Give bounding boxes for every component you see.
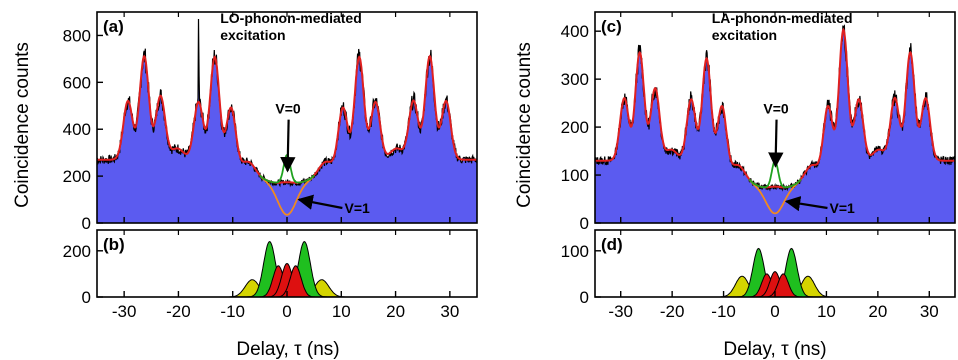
panel-a-ytick-label: 800 <box>63 26 91 45</box>
panel-c-letter: (c) <box>601 17 622 36</box>
panel-b-letter: (b) <box>103 235 125 254</box>
panel-a-v1-arrow <box>297 194 343 210</box>
panel-c-v0-arrow <box>768 119 784 168</box>
panel-c-ytick-label: 0 <box>580 214 589 233</box>
panel-b-ytick-label: 200 <box>63 242 91 261</box>
panel-c-measured-area <box>595 25 955 223</box>
panel-c-ytick-label: 400 <box>561 22 589 41</box>
panel-a-ytick-label: 200 <box>63 167 91 186</box>
panel-a-ytick-label: 0 <box>82 214 91 233</box>
panel-c-ytick-label: 100 <box>561 166 589 185</box>
panel-c-annotation-line: excitation <box>712 27 777 43</box>
panel-b-xtick-label: 20 <box>386 302 405 321</box>
panel-c-v1-arrow <box>784 196 828 212</box>
panel-c-v1-curve <box>748 178 802 215</box>
panel-b-ytick-label: 0 <box>82 288 91 307</box>
panel-d-xtick-label: -30 <box>608 302 633 321</box>
panel-b-xtick-label: -10 <box>220 302 245 321</box>
panel-a-ytick-label: 400 <box>63 120 91 139</box>
panel-d-letter: (d) <box>601 235 623 254</box>
panel-a-annotation-line: excitation <box>220 27 285 43</box>
panel-c-ytick-label: 200 <box>561 118 589 137</box>
panel-b-simulated-peaks: 0 200 -30 -20 -10 0 10 20 30 (b) <box>63 229 478 321</box>
panel-d-xtick-label: 30 <box>920 302 939 321</box>
panel-d-xtick-label: -20 <box>660 302 685 321</box>
panel-a-v1-label: V=1 <box>345 200 371 216</box>
panel-d-xtick-label: 20 <box>868 302 887 321</box>
panel-a-fit-line <box>97 54 477 184</box>
panel-a-measured-area <box>97 19 477 223</box>
panel-d-simulated-peaks: 0 100 -30 -20 -10 0 10 20 30 (d) <box>561 229 956 321</box>
panel-a-v1-curve <box>259 174 315 216</box>
panel-a-ytick-label: 600 <box>63 73 91 92</box>
panel-b-xtick-label: 10 <box>332 302 351 321</box>
panel-d-ytick-label: 100 <box>561 242 589 261</box>
panel-a-annotation-line: LO-phonon-mediated <box>220 10 362 26</box>
panel-c-annotation-line: LA-phonon-mediated <box>712 10 853 26</box>
panel-a-v0-label: V=0 <box>275 100 301 116</box>
x-axis-label-left: Delay, τ (ns) <box>236 339 339 360</box>
panel-a-coincidence-histogram: 0 200 400 600 800 (a) LO-phonon-mediatedexcita… <box>63 10 478 233</box>
panel-d-xtick-label: 10 <box>817 302 836 321</box>
x-axis-label-right: Delay, τ (ns) <box>723 339 826 360</box>
panel-b-xtick-label: 30 <box>440 302 459 321</box>
y-axis-label-right: Coincidence counts <box>514 42 535 208</box>
panel-a-measured-line <box>96 18 478 188</box>
panel-a-letter: (a) <box>103 17 124 36</box>
panel-c-coincidence-histogram: 0 100 200 300 400 (c) LA-phonon-mediatedexcita… <box>561 10 956 233</box>
panel-c-fit-line <box>595 27 955 189</box>
panel-b-xtick-label: 0 <box>282 302 291 321</box>
panel-c-v1-label: V=1 <box>830 200 856 216</box>
panel-d-ytick-label: 0 <box>580 288 589 307</box>
y-axis-label-left: Coincidence counts <box>12 42 33 208</box>
panel-d-xtick-label: 0 <box>770 302 779 321</box>
panel-a-v0-arrow <box>280 119 296 173</box>
panel-b-xtick-label: -20 <box>166 302 191 321</box>
panel-c-v0-label: V=0 <box>763 100 789 116</box>
panel-c-ytick-label: 300 <box>561 70 589 89</box>
panel-b-xtick-label: -30 <box>112 302 137 321</box>
panel-d-xtick-label: -10 <box>711 302 736 321</box>
